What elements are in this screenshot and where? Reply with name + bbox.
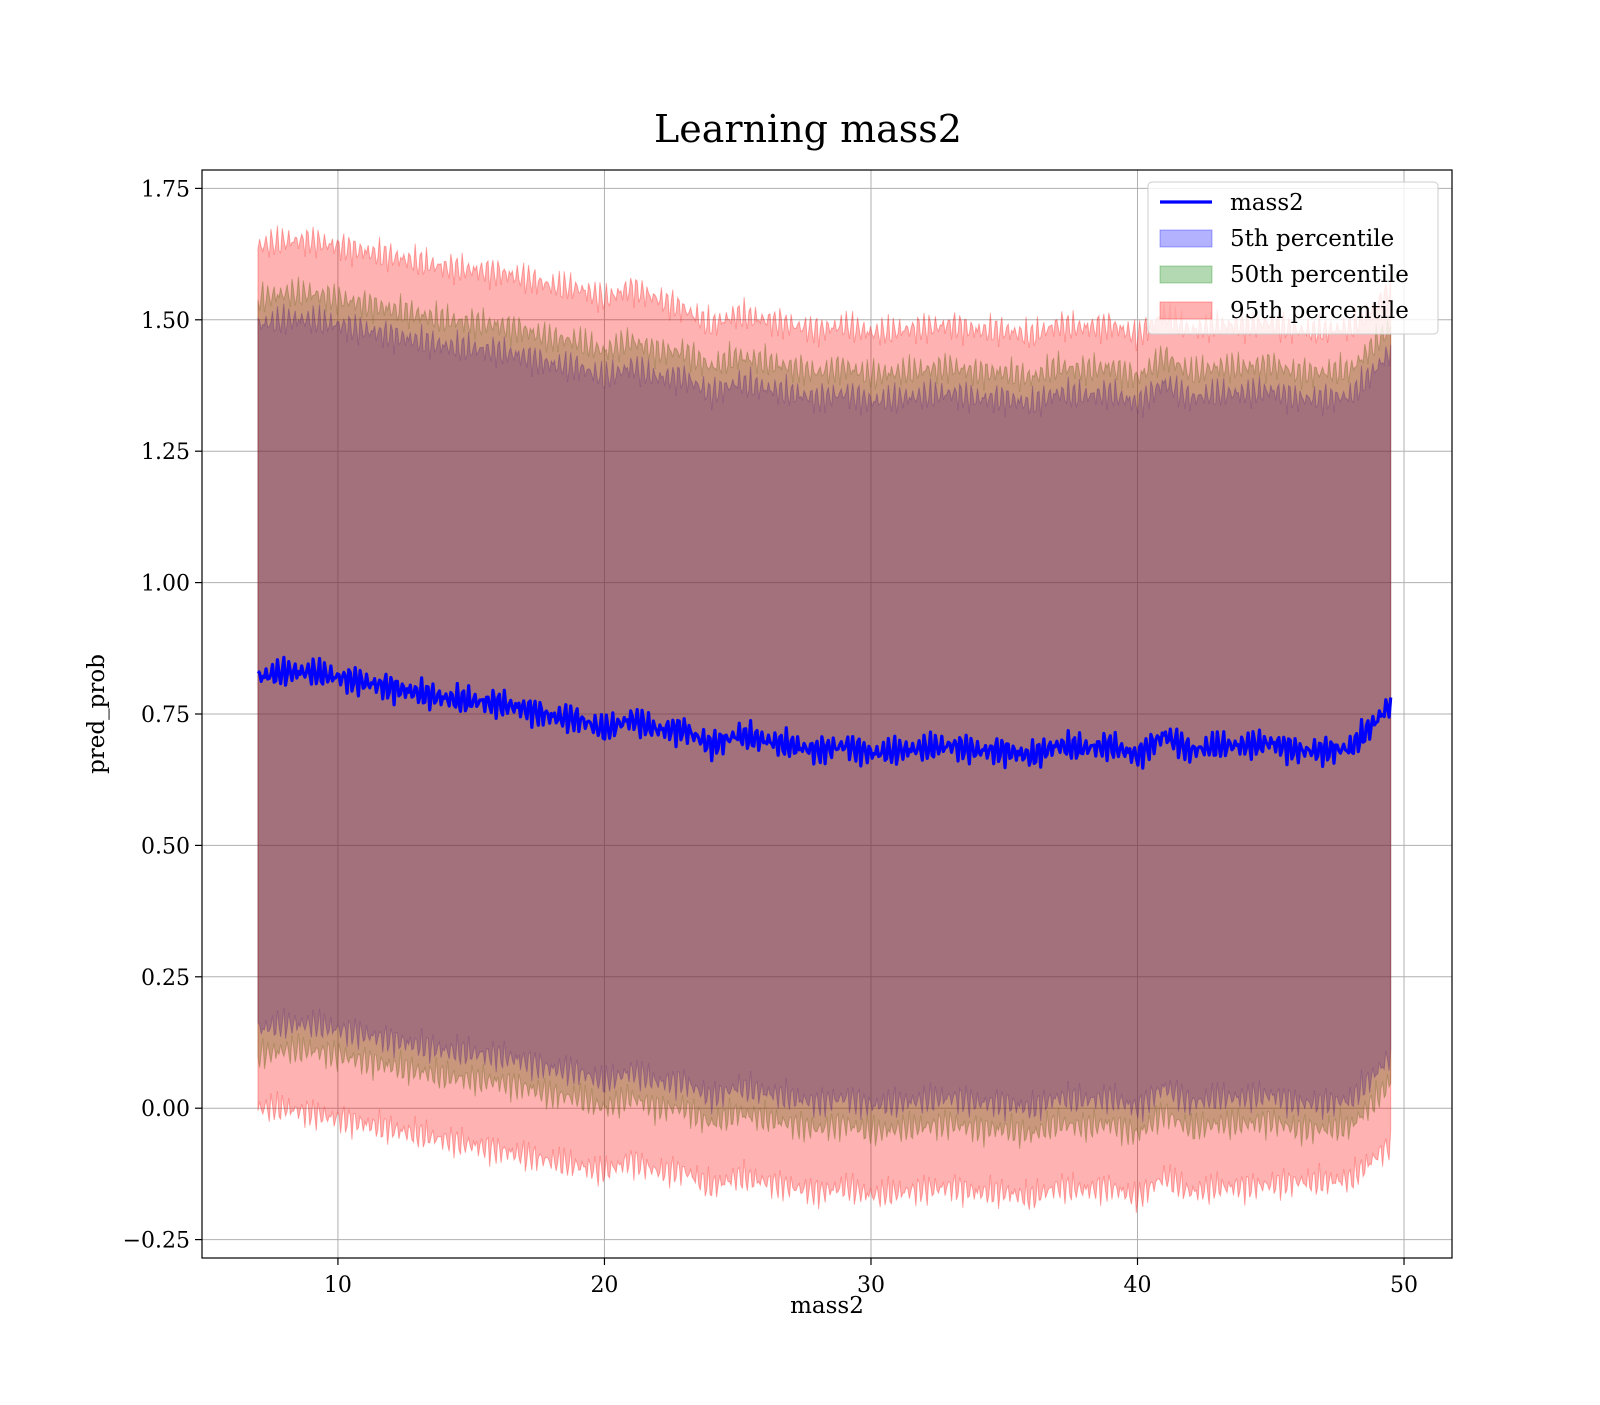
y-tick-label: 0.50 (141, 834, 190, 859)
chart-title: Learning mass2 (654, 107, 962, 151)
y-tick-label: 0.00 (141, 1097, 190, 1122)
legend-label: 50th percentile (1230, 262, 1409, 288)
y-tick-label: 0.75 (141, 703, 190, 728)
legend-box (1147, 181, 1439, 335)
band-95th-percentile (257, 225, 1392, 1213)
band-50th-percentile (257, 276, 1392, 1149)
legend-swatch (1159, 265, 1213, 284)
x-tick-label: 30 (857, 1273, 885, 1298)
y-tick-label: 1.00 (141, 572, 190, 597)
y-tick-label: 1.50 (141, 309, 190, 334)
y-tick-label: 0.25 (141, 966, 190, 991)
series-line-mass2 (256, 655, 1393, 770)
band-5th-percentile (257, 303, 1392, 1123)
x-tick-label: 10 (324, 1273, 352, 1298)
legend-label: mass2 (1230, 190, 1304, 216)
y-tick-label: −0.25 (123, 1229, 190, 1254)
x-tick-label: 40 (1124, 1273, 1152, 1298)
legend-label: 95th percentile (1230, 298, 1409, 324)
x-tick-label: 50 (1390, 1273, 1418, 1298)
legend-swatch (1159, 301, 1213, 320)
x-axis-label: mass2 (790, 1293, 864, 1319)
y-axis-label: pred_prob (84, 654, 110, 774)
x-tick-label: 20 (590, 1273, 618, 1298)
legend: mass2 5th percentile 50th percentile 95th p… (1147, 181, 1439, 335)
y-tick-label: 1.25 (141, 440, 190, 465)
y-tick-label: 1.75 (141, 177, 190, 202)
legend-label: 5th percentile (1230, 226, 1394, 252)
legend-swatch (1159, 229, 1213, 248)
